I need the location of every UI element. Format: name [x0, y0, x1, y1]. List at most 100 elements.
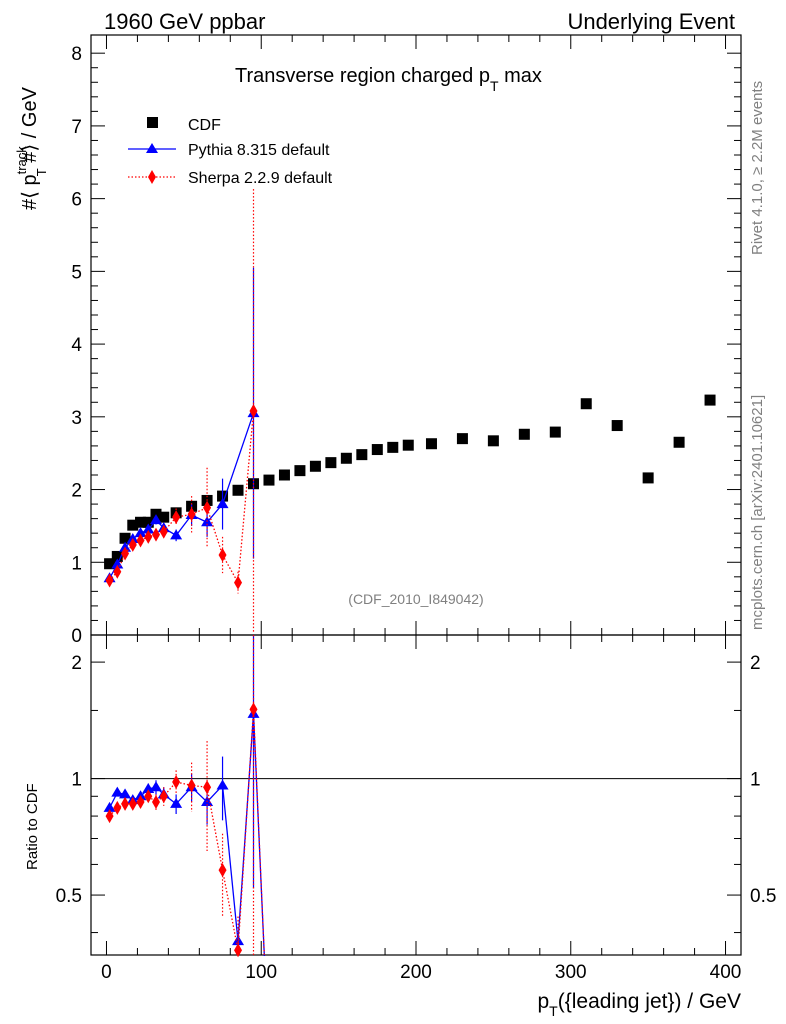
main-point-cdf: [356, 449, 368, 461]
main-point-sherpa: [128, 537, 137, 552]
main-point-cdf: [127, 519, 139, 531]
main-y-tick-label: 3: [71, 408, 82, 429]
main-point-sherpa: [113, 564, 122, 579]
x-axis-label: pT({leading jet}) / GeV: [537, 990, 741, 1019]
main-y-axis-label: #⟨ ptrack T #⟩ / GeV: [14, 86, 49, 210]
main-point-sherpa: [105, 573, 114, 588]
plot-title: Transverse region charged pT max: [235, 65, 542, 94]
main-point-cdf: [580, 398, 592, 410]
main-point-sherpa: [234, 575, 243, 590]
ratio-panel-frame: [90, 634, 742, 956]
data-marks: [91, 189, 741, 958]
ratio-point-sherpa: [172, 774, 181, 789]
main-point-cdf: [340, 452, 352, 464]
main-point-sherpa: [121, 546, 130, 561]
main-point-sherpa: [218, 548, 227, 562]
main-series-line: [109, 410, 255, 585]
ratio-point-sherpa: [105, 809, 114, 824]
legend-label-pythia: Pythia 8.315 default: [188, 142, 330, 159]
main-point-pythia: [142, 523, 155, 534]
main-y-tick-label: 0: [71, 626, 82, 647]
x-tick-label: 300: [555, 962, 587, 983]
ratio-point-sherpa: [128, 796, 137, 811]
ratio-point-pythia: [111, 786, 124, 797]
ratio-series-line: [108, 713, 265, 957]
ratio-point-sherpa: [218, 863, 227, 878]
main-y-tick-label: 6: [71, 190, 82, 211]
main-point-cdf: [518, 428, 530, 440]
legend-label-cdf: CDF: [188, 117, 221, 134]
main-point-cdf: [611, 420, 623, 432]
main-y-tick-label: 8: [71, 44, 82, 65]
main-point-sherpa: [203, 500, 212, 515]
main-point-cdf: [294, 465, 306, 477]
main-point-cdf: [456, 433, 468, 445]
ratio-y-tick-label-right: 2: [750, 653, 761, 674]
x-tick-label: 0: [101, 962, 112, 983]
main-point-cdf: [158, 511, 170, 523]
main-y-tick-label: 1: [71, 553, 82, 574]
main-point-cdf: [387, 441, 399, 453]
main-point-cdf: [487, 435, 499, 447]
ratio-point-pythia: [216, 779, 229, 790]
main-point-sherpa: [136, 533, 145, 548]
main-point-cdf: [309, 460, 321, 472]
main-point-cdf: [263, 474, 275, 486]
main-point-pythia: [150, 514, 162, 525]
main-point-sherpa: [159, 524, 168, 539]
main-point-sherpa: [144, 529, 153, 544]
main-y-tick-label: 7: [71, 117, 82, 138]
ratio-point-sherpa: [159, 789, 168, 804]
ratio-point-sherpa: [121, 796, 130, 811]
ratio-point-pythia: [119, 788, 132, 799]
main-point-sherpa: [172, 510, 181, 525]
main-point-cdf: [135, 516, 147, 528]
main-point-sherpa: [249, 404, 258, 418]
main-y-tick-label: 4: [71, 335, 82, 356]
ratio-point-pythia: [170, 797, 183, 808]
x-tick-label: 400: [710, 962, 742, 983]
analysis-id-label: (CDF_2010_I849042): [348, 591, 483, 607]
ratio-y-tick-label: 2: [71, 653, 82, 674]
main-point-sherpa: [152, 527, 160, 542]
mcplots-credit-label: mcplots.cern.ch [arXiv:2401.10621]: [749, 395, 766, 630]
x-tick-label: 200: [400, 962, 432, 983]
main-point-cdf: [142, 516, 154, 528]
main-point-cdf: [673, 436, 685, 448]
ratio-y-tick-label-right: 0.5: [750, 886, 776, 907]
ratio-point-pythia: [150, 781, 162, 792]
legend-marker-sherpa: [148, 170, 156, 184]
main-point-cdf: [119, 532, 131, 544]
main-point-cdf: [704, 394, 716, 406]
main-point-pythia: [170, 529, 183, 540]
ratio-y-tick-label: 0.5: [56, 886, 82, 907]
main-point-pythia: [216, 498, 229, 509]
x-tick-label: 100: [245, 962, 277, 983]
ratio-point-sherpa: [136, 794, 145, 809]
analysis-group-label: Underlying Event: [567, 9, 735, 34]
ratio-point-sherpa: [113, 800, 122, 815]
main-point-cdf: [371, 444, 383, 456]
ratio-point-sherpa: [144, 789, 153, 804]
legend-marker-pythia: [146, 143, 158, 153]
ratio-point-sherpa: [187, 778, 196, 793]
axis-ticks: 0 100 200 300 400 0 1 2 3 4 5 6 7 8 0.5 0.5 1 1 2 2: [56, 35, 776, 983]
rivet-version-label: Rivet 4.1.0, ≥ 2.2M events: [749, 81, 766, 255]
ratio-y-tick-label-right: 1: [750, 770, 761, 791]
main-series-line: [109, 412, 255, 579]
main-point-cdf: [104, 558, 116, 570]
main-y-tick-label: 5: [71, 262, 82, 283]
main-point-cdf: [425, 438, 437, 450]
main-point-cdf: [278, 469, 290, 481]
main-point-cdf: [232, 484, 244, 496]
ratio-series-line: [109, 709, 265, 957]
main-point-cdf: [325, 457, 337, 469]
main-point-cdf: [549, 426, 561, 438]
ratio-point-sherpa: [249, 702, 258, 717]
main-point-pythia: [134, 527, 147, 538]
main-point-sherpa: [187, 507, 196, 522]
ratio-point-pythia: [103, 801, 116, 812]
legend-marker-cdf: [147, 117, 158, 128]
ratio-point-sherpa: [152, 794, 160, 809]
